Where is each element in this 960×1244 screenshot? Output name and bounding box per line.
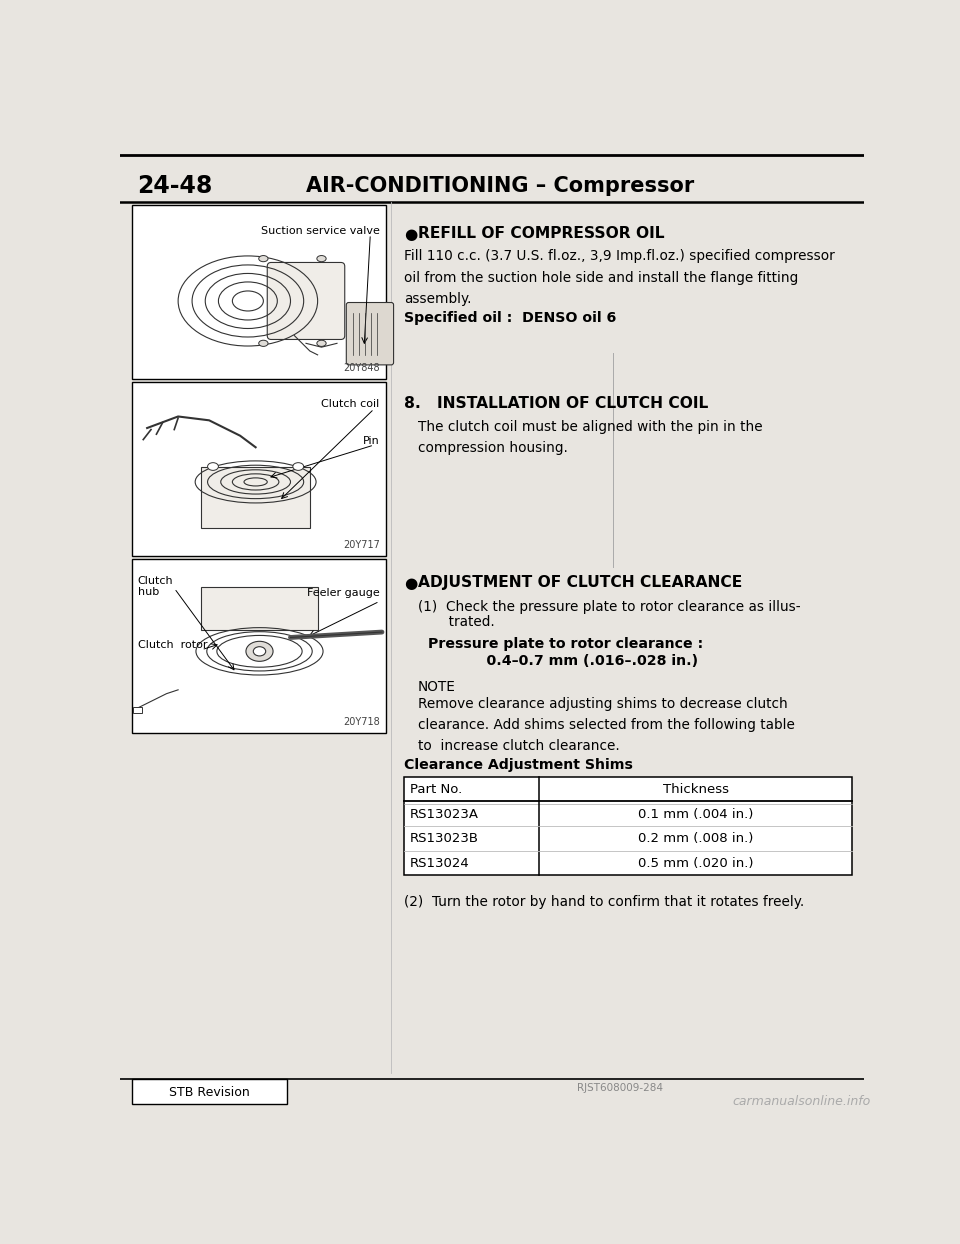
Bar [133,707,142,713]
Text: 20Y848: 20Y848 [343,362,379,373]
Text: 0.2 mm (.008 in.): 0.2 mm (.008 in.) [638,832,754,845]
Text: Clutch  rotor: Clutch rotor [138,639,207,649]
Text: 8.   INSTALLATION OF CLUTCH COIL: 8. INSTALLATION OF CLUTCH COIL [403,396,708,411]
Ellipse shape [317,255,326,261]
Text: RS13023A: RS13023A [410,807,479,821]
Text: Remove clearance adjusting shims to decrease clutch
clearance. Add shims selecte: Remove clearance adjusting shims to decr… [418,697,795,753]
Text: Feeler gauge: Feeler gauge [307,588,379,598]
Ellipse shape [259,341,268,346]
Text: The clutch coil must be aligned with the pin in the
compression housing.: The clutch coil must be aligned with the… [418,420,762,455]
Text: RS13023B: RS13023B [410,832,479,845]
Text: carmanualsonline.info: carmanualsonline.info [732,1095,871,1108]
Bar [202,466,310,529]
Ellipse shape [317,341,326,346]
Text: Fill 110 c.c. (3.7 U.S. fl.oz., 3,9 Imp.fl.oz.) specified compressor
oil from th: Fill 110 c.c. (3.7 U.S. fl.oz., 3,9 Imp.… [403,249,834,306]
Text: Pressure plate to rotor clearance :: Pressure plate to rotor clearance : [427,637,703,651]
Bar [132,382,386,556]
Text: Thickness: Thickness [662,782,729,796]
Bar [403,776,852,876]
Text: Clutch
hub: Clutch hub [138,576,174,597]
Bar [132,1079,287,1105]
Text: Part No.: Part No. [410,782,462,796]
Text: (2)  Turn the rotor by hand to confirm that it rotates freely.: (2) Turn the rotor by hand to confirm th… [403,894,804,908]
Text: STB Revision: STB Revision [169,1086,250,1098]
Text: 0.1 mm (.004 in.): 0.1 mm (.004 in.) [638,807,754,821]
Text: REFILL OF COMPRESSOR OIL: REFILL OF COMPRESSOR OIL [418,226,664,241]
Text: 20Y718: 20Y718 [343,717,379,726]
Text: 0.4–0.7 mm (.016–.028 in.): 0.4–0.7 mm (.016–.028 in.) [427,653,698,668]
Bar [202,587,318,629]
Text: ●: ● [403,576,417,591]
Ellipse shape [246,642,273,662]
Text: Clearance Adjustment Shims: Clearance Adjustment Shims [403,758,633,771]
Text: ●: ● [403,228,417,243]
Ellipse shape [253,647,266,656]
Ellipse shape [207,463,219,470]
Text: NOTE: NOTE [418,679,455,694]
Text: 20Y717: 20Y717 [343,540,379,550]
Text: (1)  Check the pressure plate to rotor clearance as illus-: (1) Check the pressure plate to rotor cl… [418,600,801,613]
Text: AIR-CONDITIONING – Compressor: AIR-CONDITIONING – Compressor [305,177,694,197]
Text: Specified oil :  DENSO oil 6: Specified oil : DENSO oil 6 [403,311,616,325]
Text: RJST608009-284: RJST608009-284 [577,1084,662,1093]
Text: Clutch coil: Clutch coil [322,399,379,409]
Bar [132,205,386,378]
Text: 24-48: 24-48 [137,174,212,198]
FancyBboxPatch shape [267,262,345,340]
Text: Suction service valve: Suction service valve [261,226,379,236]
Ellipse shape [293,463,303,470]
Bar [132,559,386,733]
Text: Pin: Pin [363,435,379,445]
Text: RS13024: RS13024 [410,857,469,870]
FancyBboxPatch shape [347,302,394,364]
Text: trated.: trated. [418,615,494,629]
Text: ADJUSTMENT OF CLUTCH CLEARANCE: ADJUSTMENT OF CLUTCH CLEARANCE [418,575,742,590]
Text: 0.5 mm (.020 in.): 0.5 mm (.020 in.) [638,857,754,870]
Ellipse shape [259,255,268,261]
